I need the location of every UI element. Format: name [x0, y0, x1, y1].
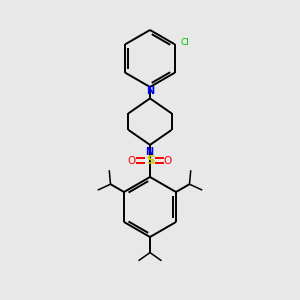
Text: S: S: [146, 154, 154, 167]
Text: O: O: [164, 155, 172, 166]
Text: N: N: [145, 147, 153, 157]
Text: O: O: [128, 155, 136, 166]
Text: N: N: [146, 86, 154, 96]
Text: Cl: Cl: [180, 38, 189, 47]
